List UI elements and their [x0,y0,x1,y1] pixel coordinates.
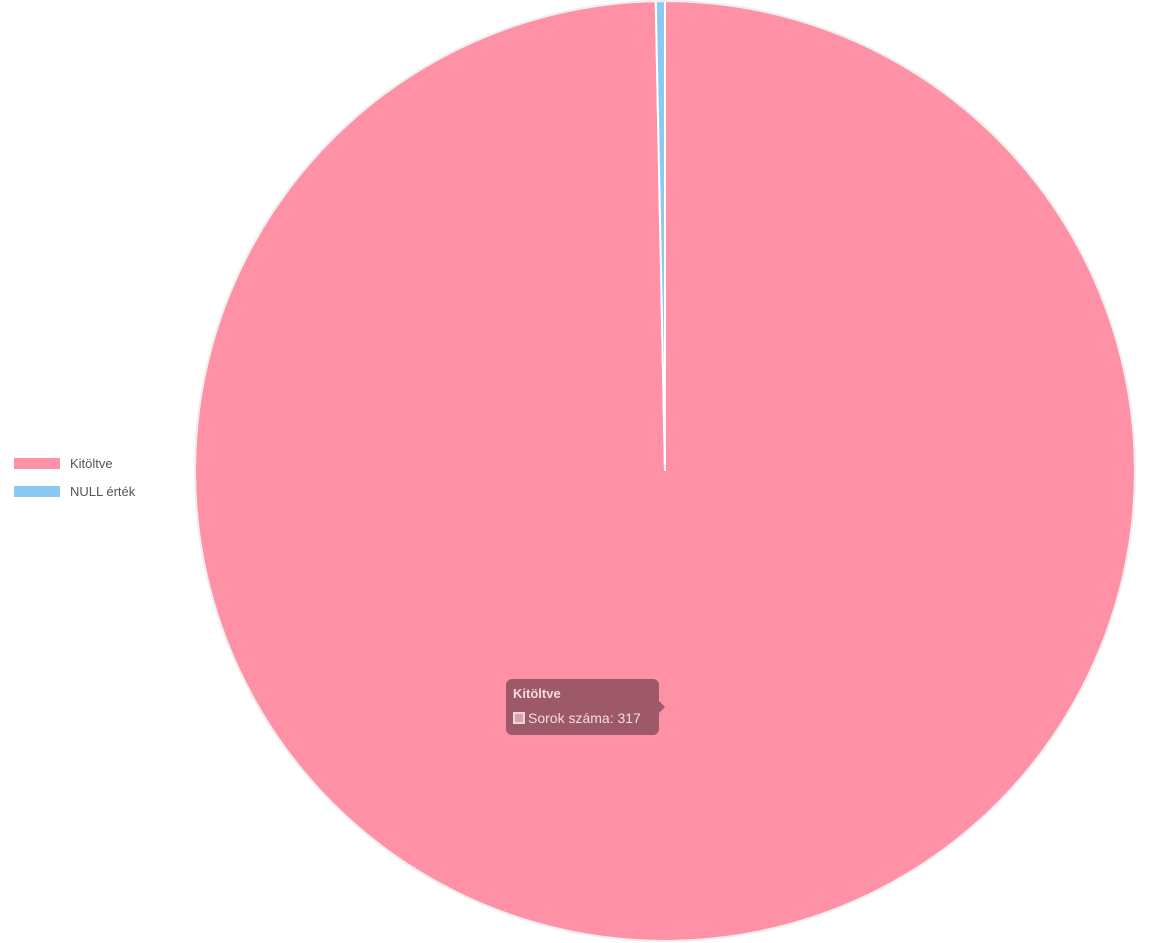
tooltip-label: Sorok száma: 317 [528,710,641,726]
tooltip-title: Kitöltve [513,686,561,701]
legend-item-kitoltve[interactable]: Kitöltve [14,449,135,477]
tooltip-swatch [513,712,525,724]
legend-item-null[interactable]: NULL érték [14,477,135,505]
tooltip: Kitöltve Sorok száma: 317 [506,679,665,735]
pie-outline [194,0,1136,942]
tooltip-body: Sorok száma: 317 [513,710,652,726]
legend-label-null: NULL érték [70,483,136,499]
legend-label-kitoltve: Kitöltve [70,455,113,471]
pie-slices [194,0,1136,942]
legend-swatch-kitoltve [14,457,60,469]
legend-swatch-null [14,485,60,497]
legend: Kitöltve NULL érték [14,449,135,505]
